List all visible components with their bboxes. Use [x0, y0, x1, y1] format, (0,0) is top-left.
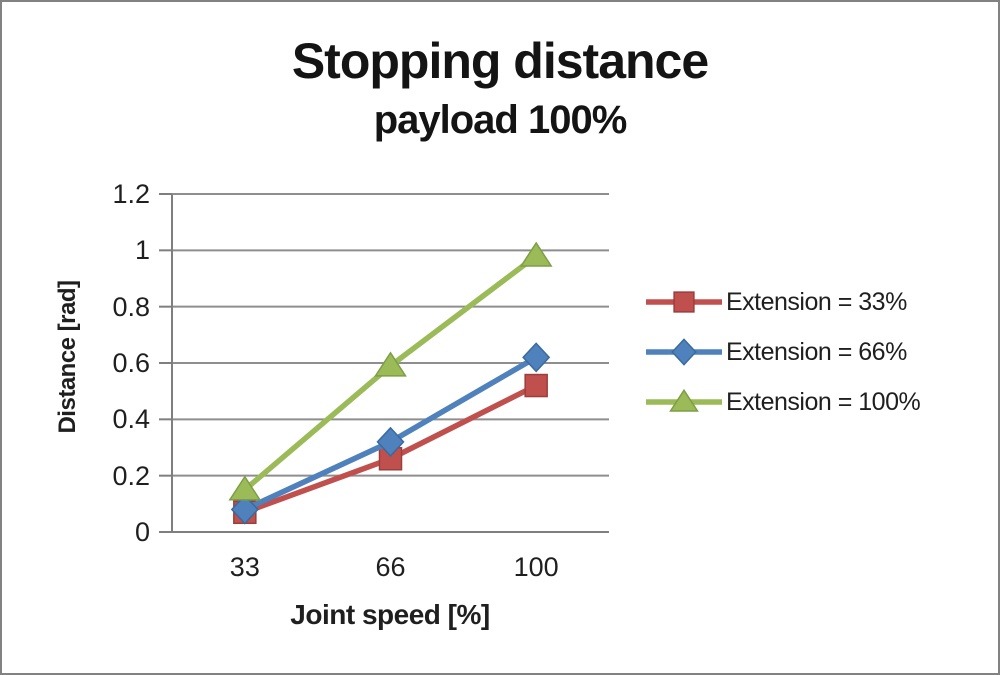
- legend-item: Extension = 66%: [646, 335, 907, 369]
- triangle-marker-icon: [519, 241, 553, 267]
- y-axis-title: Distance [rad]: [54, 280, 81, 434]
- legend-label: Extension = 33%: [726, 287, 907, 316]
- y-tick-label: 0.2: [112, 460, 150, 491]
- diamond-marker-icon: [522, 342, 551, 373]
- legend-key-icon: [646, 388, 722, 412]
- legend-item: Extension = 100%: [646, 385, 921, 419]
- legend-label: Extension = 100%: [726, 387, 921, 416]
- triangle-marker-icon: [228, 475, 262, 501]
- legend-label: Extension = 66%: [726, 337, 907, 366]
- x-tick-label: 66: [375, 552, 406, 582]
- square-marker-icon: [524, 373, 548, 398]
- diamond-marker-icon: [671, 338, 697, 366]
- y-tick-label: 0: [134, 517, 150, 547]
- diamond-marker-icon: [376, 426, 405, 457]
- chart-subtitle: payload 100%: [373, 98, 628, 142]
- y-tick-label: 1.2: [112, 179, 150, 209]
- legend-key-icon: [646, 291, 722, 313]
- x-tick-label: 33: [229, 552, 260, 582]
- triangle-marker-icon: [669, 388, 699, 412]
- square-marker-icon: [673, 291, 695, 313]
- y-tick-label: 0.8: [112, 291, 150, 322]
- legend-key-icon: [646, 338, 722, 366]
- diamond-marker-icon: [230, 494, 259, 525]
- y-tick-label: 1: [134, 235, 150, 266]
- y-tick-label: 0.6: [112, 348, 150, 378]
- x-tick-label: 100: [513, 552, 559, 582]
- legend-item: Extension = 33%: [646, 285, 907, 319]
- triangle-marker-icon: [374, 351, 407, 377]
- x-axis-title: Joint speed [%]: [290, 599, 490, 630]
- y-tick-label: 0.4: [112, 404, 150, 435]
- chart-title: Stopping distance: [291, 33, 709, 89]
